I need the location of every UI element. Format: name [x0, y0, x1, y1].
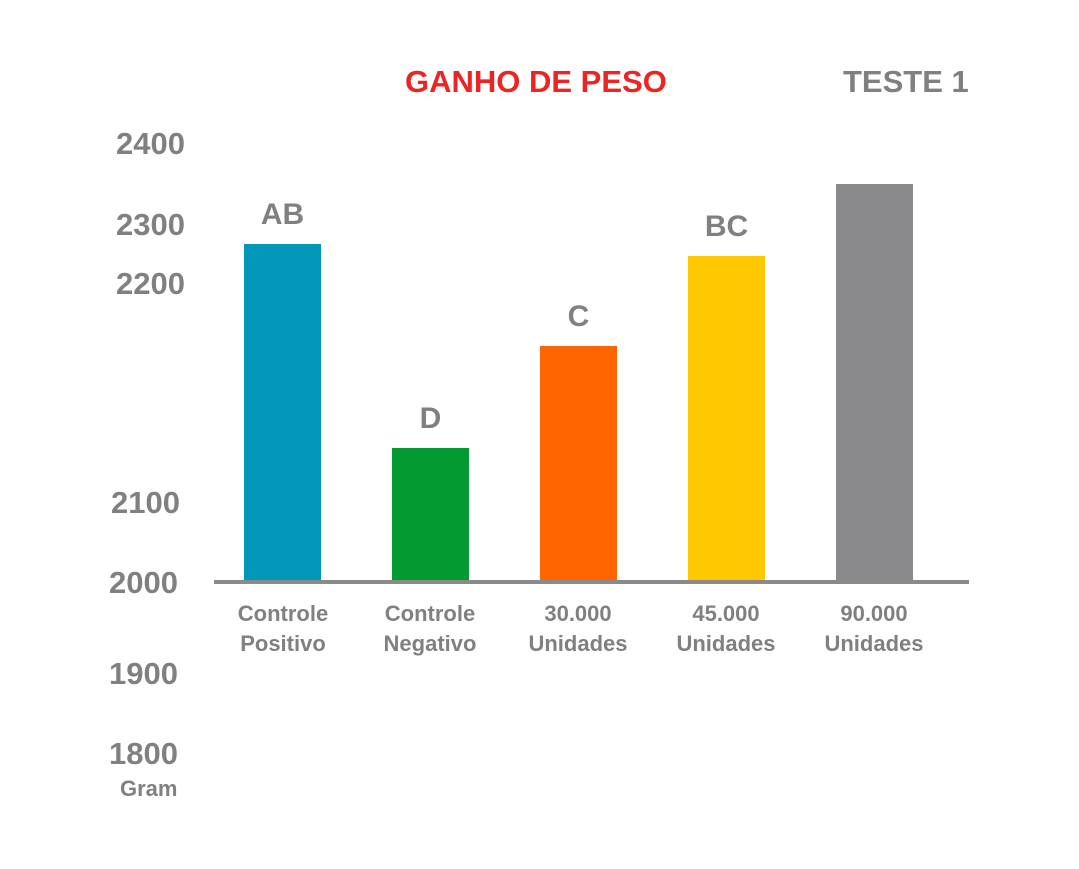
category-line: Negativo — [383, 631, 477, 656]
category-label-45000: 45.000 Unidades — [651, 599, 801, 659]
category-line: 90.000 — [840, 601, 908, 626]
y-tick-label: 2400 — [116, 126, 185, 161]
y-tick-label: 2100 — [111, 485, 180, 520]
significance-label: C — [567, 300, 590, 333]
y-unit-label: Gram — [120, 776, 178, 801]
category-line: Controle — [237, 601, 329, 626]
y-tick-label: 2200 — [116, 266, 185, 301]
category-line: 30.000 — [544, 601, 612, 626]
y-tick-label: 1900 — [109, 656, 178, 691]
significance-label: D — [419, 402, 442, 435]
bar — [540, 346, 617, 580]
category-line: Unidades — [528, 631, 628, 656]
category-label-90000: 90.000 Unidades — [799, 599, 949, 659]
bars-group — [244, 184, 913, 580]
bar — [244, 244, 321, 580]
category-label-controle-negativo: Controle Negativo — [355, 599, 505, 659]
y-tick-label: 2000 — [109, 565, 178, 600]
bar — [836, 184, 913, 580]
chart-subtitle: TESTE 1 — [843, 64, 969, 99]
category-line: Unidades — [824, 631, 924, 656]
significance-label: AB — [260, 198, 305, 231]
category-line: 45.000 — [692, 601, 760, 626]
chart-title: GANHO DE PESO — [405, 64, 667, 99]
y-tick-label: 1800 — [109, 736, 178, 771]
y-tick-label: 2300 — [116, 207, 185, 242]
category-label-controle-positivo: Controle Positivo — [208, 599, 358, 659]
category-line: Controle — [384, 601, 476, 626]
category-label-30000: 30.000 Unidades — [503, 599, 653, 659]
category-line: Positivo — [240, 631, 326, 656]
significance-label: BC — [704, 210, 749, 243]
category-line: Unidades — [676, 631, 776, 656]
bar — [392, 448, 469, 580]
bar — [688, 256, 765, 580]
